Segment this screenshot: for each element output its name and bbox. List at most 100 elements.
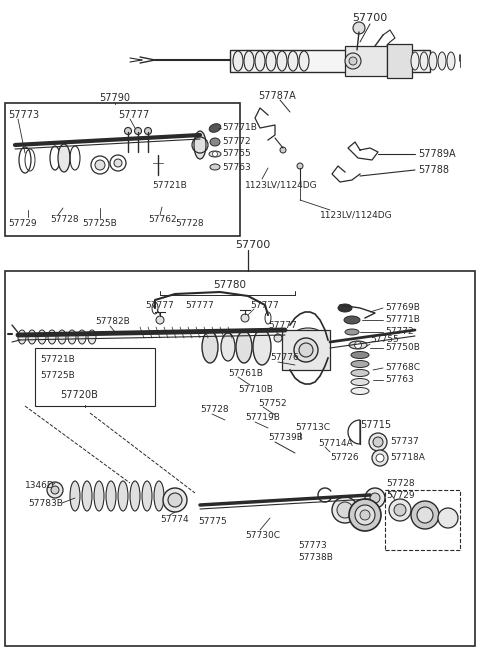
Ellipse shape <box>345 329 359 335</box>
Ellipse shape <box>70 481 80 511</box>
Text: 57783B: 57783B <box>28 499 63 507</box>
Circle shape <box>417 507 433 523</box>
Text: 1123LV/1124DG: 1123LV/1124DG <box>245 181 318 189</box>
Text: 57777: 57777 <box>118 110 149 120</box>
Text: 57720B: 57720B <box>60 390 98 400</box>
Bar <box>5 103 240 236</box>
Bar <box>35 348 155 406</box>
Ellipse shape <box>351 388 369 394</box>
Ellipse shape <box>351 369 369 376</box>
Ellipse shape <box>349 341 367 349</box>
Text: 57777: 57777 <box>185 300 214 309</box>
Circle shape <box>438 508 458 528</box>
Ellipse shape <box>106 481 116 511</box>
Circle shape <box>124 127 132 135</box>
Text: 57773: 57773 <box>298 541 327 549</box>
Ellipse shape <box>255 51 265 71</box>
Ellipse shape <box>28 330 36 344</box>
Text: 57780: 57780 <box>214 280 247 290</box>
Text: 57730C: 57730C <box>245 530 280 539</box>
Circle shape <box>274 334 282 342</box>
Text: 57771B: 57771B <box>385 315 420 325</box>
Text: 57782B: 57782B <box>95 317 130 327</box>
Ellipse shape <box>236 331 252 363</box>
Circle shape <box>332 497 358 523</box>
Circle shape <box>299 343 313 357</box>
Bar <box>5 271 475 646</box>
Text: 57763: 57763 <box>222 162 251 171</box>
Text: 57750B: 57750B <box>385 344 420 353</box>
Ellipse shape <box>351 351 369 359</box>
Ellipse shape <box>58 144 70 172</box>
Ellipse shape <box>420 52 428 70</box>
Circle shape <box>163 488 187 512</box>
Circle shape <box>280 147 286 153</box>
Circle shape <box>370 493 380 503</box>
Ellipse shape <box>288 51 298 71</box>
Text: 57713C: 57713C <box>295 422 330 432</box>
Text: 57718A: 57718A <box>390 453 425 463</box>
Circle shape <box>389 499 411 521</box>
Circle shape <box>369 433 387 451</box>
Ellipse shape <box>154 481 164 511</box>
Text: 1123LV/1124DG: 1123LV/1124DG <box>320 210 393 219</box>
Ellipse shape <box>438 52 446 70</box>
Text: 57771B: 57771B <box>222 124 257 133</box>
Text: 57739B: 57739B <box>268 432 303 442</box>
Text: 57728: 57728 <box>175 219 204 227</box>
Circle shape <box>294 338 318 362</box>
Text: 1346D: 1346D <box>25 480 55 489</box>
Ellipse shape <box>429 52 437 70</box>
Circle shape <box>360 510 370 520</box>
Text: 57728: 57728 <box>50 215 79 225</box>
Ellipse shape <box>209 124 221 132</box>
Text: 57772: 57772 <box>385 327 414 336</box>
Text: 57737: 57737 <box>390 438 419 447</box>
Ellipse shape <box>48 330 56 344</box>
Bar <box>282 330 330 370</box>
Circle shape <box>372 450 388 466</box>
Ellipse shape <box>296 328 320 338</box>
Text: 57719B: 57719B <box>245 413 280 422</box>
Text: 57729: 57729 <box>8 219 36 227</box>
Circle shape <box>114 159 122 167</box>
Text: 57710B: 57710B <box>238 386 273 394</box>
Text: 57726: 57726 <box>330 453 359 463</box>
Text: 57714A: 57714A <box>318 438 353 447</box>
Text: 57728: 57728 <box>386 478 415 487</box>
Circle shape <box>241 314 249 322</box>
Text: 57769B: 57769B <box>385 304 420 313</box>
Circle shape <box>95 160 105 170</box>
Text: 57763: 57763 <box>385 376 414 384</box>
Text: 57725B: 57725B <box>82 219 117 227</box>
Text: 57755: 57755 <box>222 150 251 158</box>
Text: 57772: 57772 <box>222 137 251 147</box>
Text: 57774: 57774 <box>160 514 189 524</box>
Ellipse shape <box>411 52 419 70</box>
Circle shape <box>156 316 164 324</box>
Text: 57721B: 57721B <box>40 355 75 365</box>
Ellipse shape <box>344 316 360 324</box>
Ellipse shape <box>253 329 271 365</box>
Text: 57738B: 57738B <box>298 553 333 562</box>
Ellipse shape <box>221 333 235 361</box>
Ellipse shape <box>277 51 287 71</box>
Circle shape <box>51 486 59 494</box>
Text: 57725B: 57725B <box>40 371 75 380</box>
Ellipse shape <box>142 481 152 511</box>
Ellipse shape <box>194 131 206 159</box>
Text: 57777: 57777 <box>145 300 174 309</box>
Text: 57768C: 57768C <box>385 363 420 373</box>
Text: 57729: 57729 <box>386 491 415 501</box>
Circle shape <box>337 502 353 518</box>
Ellipse shape <box>18 330 26 344</box>
Ellipse shape <box>338 304 352 312</box>
Circle shape <box>349 499 381 531</box>
Ellipse shape <box>447 52 455 70</box>
Circle shape <box>411 501 439 529</box>
Ellipse shape <box>266 51 276 71</box>
Ellipse shape <box>202 331 218 363</box>
Bar <box>385 490 460 550</box>
Ellipse shape <box>209 151 221 157</box>
Text: 57700: 57700 <box>235 240 270 250</box>
